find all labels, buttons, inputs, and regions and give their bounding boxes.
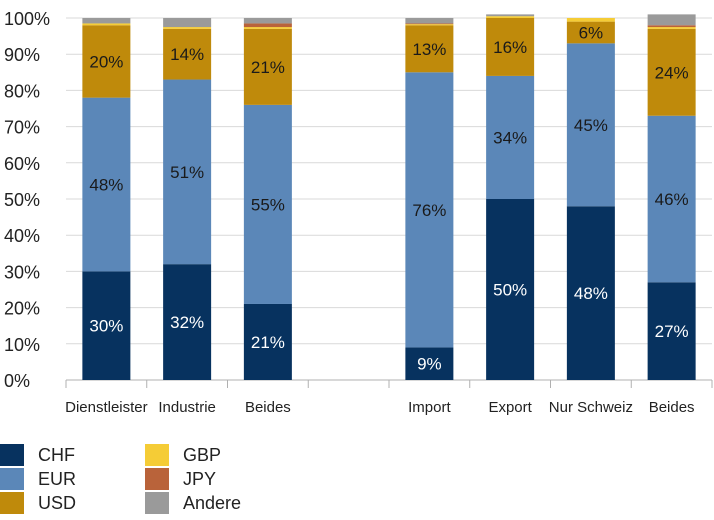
data-label: 46% — [655, 190, 689, 209]
bar-segment-chf — [486, 199, 535, 380]
x-tick-label: Dienstleister — [65, 399, 148, 416]
data-label: 16% — [493, 38, 527, 57]
bar-segment-chf — [82, 271, 131, 380]
x-tick-label: Export — [488, 399, 532, 416]
data-label: 50% — [493, 281, 527, 300]
bar-segment-eur — [405, 72, 454, 348]
bar-segment-andere — [486, 14, 535, 17]
bar-segment-eur — [647, 115, 696, 283]
data-label: 21% — [251, 333, 285, 352]
data-label: 6% — [579, 23, 604, 42]
chart-plot: 0% 10% 20% 30% 40% 50% 60% 70% 80% 90% 100% 30% 48% 2… — [4, 9, 713, 416]
bar-segment-chf — [405, 347, 454, 380]
data-label: 14% — [170, 45, 204, 64]
y-tick-label: 10% — [4, 335, 40, 355]
data-label: 55% — [251, 195, 285, 214]
data-label: 45% — [574, 116, 608, 135]
bar-segment-andere — [243, 18, 292, 24]
y-tick-label: 0% — [4, 371, 30, 391]
bar-segment-chf — [163, 264, 212, 380]
data-label: 20% — [89, 52, 123, 71]
legend-item-eur: EUR — [0, 468, 76, 490]
bar-segment-chf — [647, 282, 696, 380]
bar-segment-usd — [243, 28, 292, 105]
x-tick-label: Industrie — [158, 399, 216, 416]
legend-label: GBP — [183, 444, 222, 465]
bar-segment-gbp — [243, 27, 292, 29]
y-tick-label: 70% — [4, 118, 40, 138]
legend-swatch — [145, 468, 169, 490]
bar-segment-andere — [647, 14, 696, 26]
y-tick-label: 30% — [4, 262, 40, 282]
y-tick-label: 80% — [4, 81, 40, 101]
y-tick-label: 60% — [4, 154, 40, 174]
bar-segment-gbp — [566, 18, 615, 22]
data-label: 9% — [417, 355, 442, 374]
bar-segment-usd — [647, 28, 696, 116]
bar-segment-jpy — [405, 23, 454, 25]
data-label: 13% — [412, 40, 446, 59]
bar-segment-eur — [566, 43, 615, 207]
data-label: 51% — [170, 163, 204, 182]
bar-segment-gbp — [82, 23, 131, 26]
bar-segment-gbp — [163, 27, 212, 29]
bar-segment-usd — [163, 28, 212, 80]
legend-swatch — [145, 492, 169, 514]
data-label: 48% — [574, 284, 608, 303]
legend-swatch — [0, 492, 24, 514]
bar-segment-eur — [243, 104, 292, 304]
bar-segment-eur — [486, 75, 535, 199]
bar-segment-andere — [82, 18, 131, 24]
x-tick-label: Beides — [649, 399, 695, 416]
y-tick-label: 50% — [4, 190, 40, 210]
bar-segment-chf — [566, 206, 615, 380]
data-label: 30% — [89, 317, 123, 336]
legend-item-gbp: GBP — [145, 444, 221, 466]
legend-swatch — [0, 468, 24, 490]
bar-segment-eur — [82, 97, 131, 272]
bar-segment-jpy — [647, 25, 696, 28]
y-tick-label: 40% — [4, 226, 40, 246]
data-label: 76% — [412, 201, 446, 220]
legend-label: Andere — [183, 492, 242, 513]
data-label: 27% — [655, 322, 689, 341]
y-tick-label: 20% — [4, 299, 40, 319]
legend-item-chf: CHF — [0, 444, 75, 466]
legend-label: USD — [38, 492, 77, 513]
bar-segment-gbp — [405, 24, 454, 26]
x-tick-label: Nur Schweiz — [549, 399, 633, 416]
data-label: 48% — [89, 176, 123, 195]
legend-swatch — [145, 444, 169, 466]
legend-label: JPY — [183, 468, 217, 489]
legend-swatch — [0, 444, 24, 466]
legend: CHF EUR USD GBP JPY Andere — [0, 444, 714, 520]
legend-label: CHF — [38, 444, 75, 465]
bar-segment-gbp — [486, 16, 535, 18]
bar-segment-usd — [82, 25, 131, 98]
legend-item-jpy: JPY — [145, 468, 216, 490]
bar-segment-usd — [405, 25, 454, 73]
bar-segment-andere — [405, 18, 454, 24]
y-tick-label: 90% — [4, 45, 40, 65]
legend-item-usd: USD — [0, 492, 76, 514]
data-label: 24% — [655, 63, 689, 82]
bar-segment-chf — [243, 303, 292, 380]
bar-segment-gbp — [647, 27, 696, 29]
data-label: 34% — [493, 128, 527, 147]
legend-label: EUR — [38, 468, 77, 489]
bar-segment-jpy — [243, 23, 292, 28]
bar-segment-usd — [566, 21, 615, 44]
bar-segment-andere — [163, 18, 212, 28]
x-tick-label: Import — [408, 399, 451, 416]
bar-segment-usd — [486, 18, 535, 76]
bar-segment-eur — [163, 79, 212, 265]
y-tick-label: 100% — [4, 9, 50, 29]
data-label: 21% — [251, 58, 285, 77]
data-label: 32% — [170, 313, 204, 332]
legend-item-andere: Andere — [145, 492, 241, 514]
x-tick-label: Beides — [245, 399, 291, 416]
